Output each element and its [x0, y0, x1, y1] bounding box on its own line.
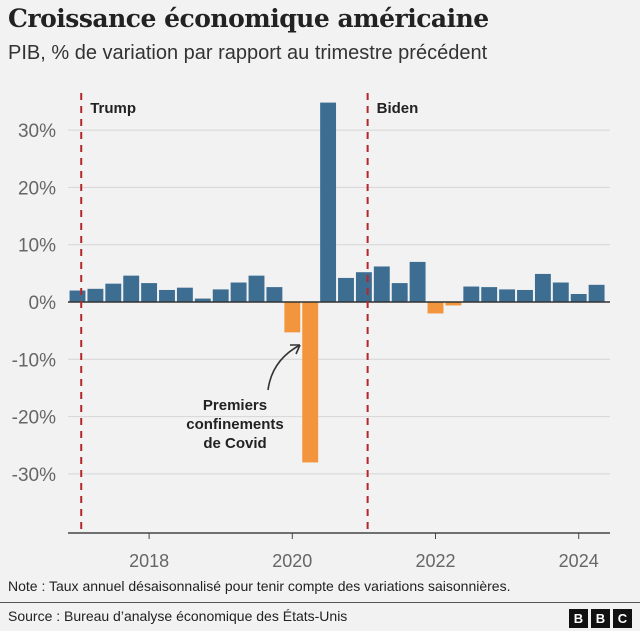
bar — [105, 283, 122, 302]
bar — [373, 266, 390, 302]
chart-title: Croissance économique américaine — [8, 4, 489, 33]
x-tick-label: 2020 — [272, 551, 312, 571]
source: Source : Bureau d’analyse économique des… — [8, 608, 348, 624]
bar — [427, 302, 444, 314]
bar — [159, 289, 175, 302]
bar — [230, 282, 247, 302]
annotation-text: confinements — [186, 416, 284, 433]
bar — [338, 277, 354, 302]
bar — [588, 284, 605, 302]
footnote: Note : Taux annuel désaisonnalisé pour t… — [8, 578, 511, 594]
bar — [481, 287, 498, 302]
bar — [517, 289, 533, 302]
y-tick-label: 30% — [18, 121, 56, 142]
y-tick-label: -30% — [12, 465, 56, 486]
bar — [570, 293, 587, 302]
x-tick-label: 2022 — [415, 551, 455, 571]
annotation-text: de Covid — [203, 435, 266, 452]
bar — [552, 282, 569, 302]
bar — [534, 273, 551, 302]
bar — [320, 102, 337, 302]
bar — [409, 261, 426, 302]
bar — [302, 302, 319, 463]
bar — [391, 283, 408, 302]
divider — [0, 602, 640, 603]
bar — [355, 272, 372, 302]
y-tick-label: 20% — [18, 178, 56, 199]
bar — [445, 302, 462, 306]
y-tick-label: 10% — [18, 236, 56, 257]
bar — [69, 290, 86, 302]
bar — [248, 275, 265, 302]
bar — [194, 298, 211, 302]
bar — [176, 287, 193, 302]
arrow-head-icon — [290, 344, 301, 355]
annotation-arrow — [267, 344, 301, 391]
x-tick-label: 2018 — [129, 551, 169, 571]
president-label: Trump — [90, 100, 136, 117]
bar — [141, 283, 158, 302]
annotation-text: Premiers — [203, 397, 267, 414]
bar — [212, 289, 229, 302]
bar — [284, 302, 301, 333]
bar — [499, 289, 516, 302]
y-tick-label: 0% — [29, 293, 57, 314]
y-tick-label: -10% — [12, 350, 56, 371]
bar — [87, 288, 104, 302]
bar — [266, 287, 283, 302]
bar — [463, 286, 480, 302]
x-tick-label: 2024 — [559, 551, 599, 571]
president-label: Biden — [377, 100, 419, 117]
y-tick-label: -20% — [12, 408, 56, 429]
chart-subtitle: PIB, % de variation par rapport au trime… — [8, 42, 488, 64]
bar — [123, 275, 140, 302]
